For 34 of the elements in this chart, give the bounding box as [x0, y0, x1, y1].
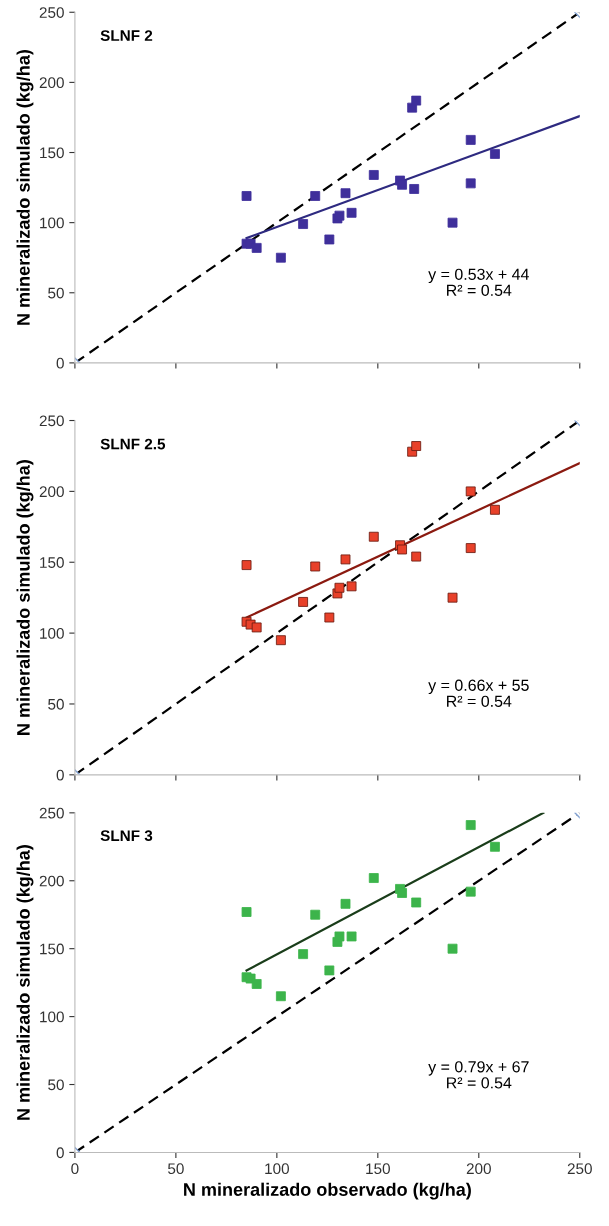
y-tick-label: 250: [39, 807, 64, 819]
x-tick-label: 50: [167, 1163, 184, 1175]
y-axis-title: N mineralizado simulado (kg/ha): [16, 460, 34, 735]
y-tick-label: 50: [48, 698, 64, 710]
x-tick-label: 100: [265, 1163, 289, 1175]
y-tick-label: 0: [56, 1147, 64, 1159]
y-tick-label: 150: [40, 557, 64, 568]
annotation: SLNF 3: [100, 830, 153, 842]
annotation: y = 0.66x + 55 R² = 0.54: [428, 679, 529, 707]
annotation: y = 0.79x + 67 R² = 0.54: [428, 1061, 529, 1089]
y-axis-title: N mineralizado simulado (kg/ha): [16, 845, 34, 1120]
x-tick-label: 150: [366, 1163, 390, 1175]
y-tick-label: 100: [40, 217, 64, 229]
y-tick-label: 100: [40, 627, 64, 639]
x-tick-label: 250: [567, 1163, 592, 1175]
y-axis-title: N mineralizado simulado (kg/ha): [16, 50, 34, 325]
y-tick-label: 50: [48, 1079, 64, 1091]
y-tick-label: 250: [39, 7, 64, 18]
y-tick-label: 0: [56, 357, 64, 369]
annotation: SLNF 2.5: [100, 438, 166, 450]
y-tick-label: 150: [40, 147, 64, 159]
y-tick-label: 150: [40, 943, 64, 955]
y-tick-label: 200: [39, 77, 64, 89]
y-tick-label: 0: [56, 769, 64, 781]
y-tick-label: 250: [39, 415, 64, 427]
x-axis-title: N mineralizado observado (kg/ha): [184, 1182, 471, 1200]
annotation: y = 0.53x + 44 R² = 0.54: [428, 268, 529, 296]
y-tick-label: 200: [39, 875, 64, 887]
y-tick-label: 50: [48, 287, 64, 299]
y-tick-label: 100: [40, 1011, 64, 1023]
x-tick-label: 200: [466, 1163, 491, 1175]
y-tick-label: 200: [39, 486, 64, 498]
annotation: SLNF 2: [100, 30, 153, 42]
x-tick-label: 0: [71, 1163, 79, 1175]
